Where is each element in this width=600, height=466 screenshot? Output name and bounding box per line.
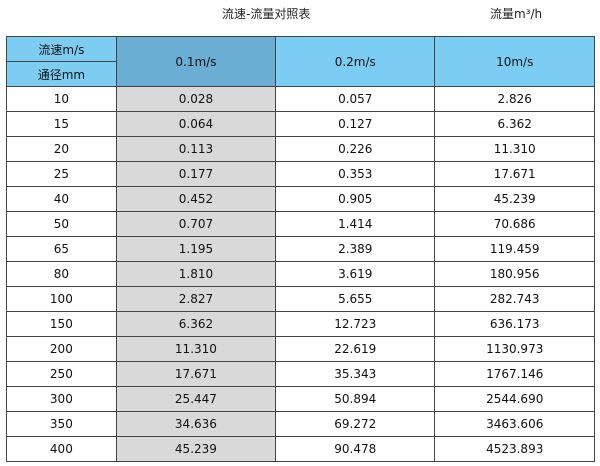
flow-unit-label: 流量m³/h (490, 7, 543, 21)
flow-cell: 119.459 (434, 236, 595, 262)
flow-cell: 1.414 (275, 211, 436, 237)
flow-cell: 282.743 (434, 286, 595, 312)
flow-cell: 11.310 (115, 336, 277, 362)
flow-cell: 11.310 (434, 136, 595, 162)
flow-cell: 2.827 (115, 286, 277, 312)
velocity-header: 流速m/s (6, 36, 117, 62)
flow-cell: 35.343 (275, 361, 436, 387)
flow-cell: 17.671 (434, 161, 595, 187)
diameter-cell: 15 (6, 111, 117, 137)
flow-cell: 3463.606 (434, 411, 595, 437)
table-row: 400 45.239 90.478 4523.893 (6, 436, 595, 462)
diameter-cell: 200 (6, 336, 117, 362)
diameter-cell: 250 (6, 361, 117, 387)
flow-cell: 45.239 (115, 436, 277, 462)
table-row: 65 1.195 2.389 119.459 (6, 236, 595, 262)
flow-cell: 1.810 (115, 261, 277, 287)
table-row: 20 0.113 0.226 11.310 (6, 136, 595, 162)
flow-cell: 0.127 (275, 111, 436, 137)
flow-cell: 6.362 (115, 311, 277, 337)
flow-cell: 0.353 (275, 161, 436, 187)
flow-cell: 6.362 (434, 111, 595, 137)
flow-cell: 2544.690 (434, 386, 595, 412)
diameter-cell: 400 (6, 436, 117, 462)
table-row: 10 0.028 0.057 2.826 (6, 86, 595, 112)
flow-cell: 1767.146 (434, 361, 595, 387)
flow-cell: 0.057 (275, 86, 436, 112)
flow-cell: 0.452 (115, 186, 277, 212)
flow-cell: 0.028 (115, 86, 277, 112)
flow-cell: 0.177 (115, 161, 277, 187)
flow-cell: 4523.893 (434, 436, 595, 462)
diameter-cell: 25 (6, 161, 117, 187)
flow-cell: 2.826 (434, 86, 595, 112)
table-row: 50 0.707 1.414 70.686 (6, 211, 595, 237)
flow-cell: 2.389 (275, 236, 436, 262)
diameter-cell: 50 (6, 211, 117, 237)
flow-cell: 12.723 (275, 311, 436, 337)
header-row: 通径mm (6, 61, 595, 87)
flow-cell: 0.905 (275, 186, 436, 212)
diameter-header: 通径mm (6, 61, 117, 87)
diameter-cell: 20 (6, 136, 117, 162)
table-row: 200 11.310 22.619 1130.973 (6, 336, 595, 362)
table-row: 80 1.810 3.619 180.956 (6, 261, 595, 287)
diameter-cell: 10 (6, 86, 117, 112)
column-header: 10m/s (434, 36, 595, 87)
table-row: 150 6.362 12.723 636.173 (6, 311, 595, 337)
table-row: 15 0.064 0.127 6.362 (6, 111, 595, 137)
diameter-cell: 150 (6, 311, 117, 337)
table-row: 250 17.671 35.343 1767.146 (6, 361, 595, 387)
flow-cell: 69.272 (275, 411, 436, 437)
flow-cell: 1.195 (115, 236, 277, 262)
flow-cell: 17.671 (115, 361, 277, 387)
flow-cell: 636.173 (434, 311, 595, 337)
diameter-cell: 300 (6, 386, 117, 412)
header-row: 流速m/s 0.1m/s 0.2m/s 10m/s (6, 36, 595, 87)
table-row: 25 0.177 0.353 17.671 (6, 161, 595, 187)
table-row: 350 34.636 69.272 3463.606 (6, 411, 595, 437)
flow-cell: 5.655 (275, 286, 436, 312)
column-header: 0.2m/s (275, 36, 436, 87)
column-header: 0.1m/s (115, 36, 277, 87)
flow-cell: 34.636 (115, 411, 277, 437)
diameter-cell: 350 (6, 411, 117, 437)
diameter-cell: 100 (6, 286, 117, 312)
table-row: 300 25.447 50.894 2544.690 (6, 386, 595, 412)
flow-cell: 50.894 (275, 386, 436, 412)
flow-cell: 0.226 (275, 136, 436, 162)
diameter-cell: 65 (6, 236, 117, 262)
flow-cell: 70.686 (434, 211, 595, 237)
flow-cell: 180.956 (434, 261, 595, 287)
flow-cell: 3.619 (275, 261, 436, 287)
flow-cell: 22.619 (275, 336, 436, 362)
flow-cell: 25.447 (115, 386, 277, 412)
table-row: 100 2.827 5.655 282.743 (6, 286, 595, 312)
diameter-cell: 80 (6, 261, 117, 287)
flow-velocity-table: 流速m/s 0.1m/s 0.2m/s 10m/s 通径mm 10 0.028 0.… (6, 36, 595, 462)
table-title: 流速-流量对照表 (222, 7, 311, 21)
flow-cell: 0.064 (115, 111, 277, 137)
flow-cell: 45.239 (434, 186, 595, 212)
diameter-cell: 40 (6, 186, 117, 212)
flow-cell: 1130.973 (434, 336, 595, 362)
flow-cell: 0.113 (115, 136, 277, 162)
flow-cell: 0.707 (115, 211, 277, 237)
table-row: 40 0.452 0.905 45.239 (6, 186, 595, 212)
flow-cell: 90.478 (275, 436, 436, 462)
